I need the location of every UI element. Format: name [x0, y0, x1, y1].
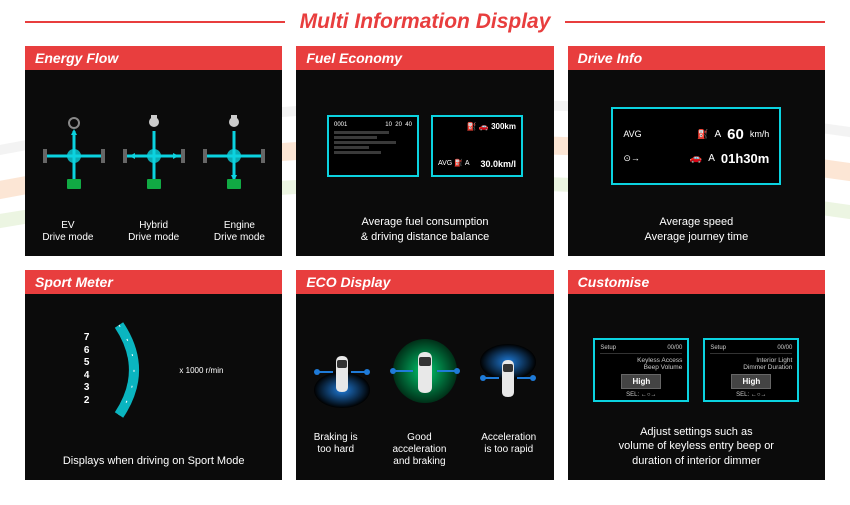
panel-drive-info: Drive Info AVG ⛽ A 60km/h ⊙→ 🚗 A 01h30m	[568, 46, 825, 256]
panel-energy-flow: Energy Flow	[25, 46, 282, 256]
cust1-sel: SEL: ←○→	[600, 392, 682, 398]
page-title: Multi Information Display	[300, 10, 551, 34]
cust1-setup: Setup	[600, 345, 616, 351]
sport-tick-4: 4	[84, 370, 90, 383]
header: Multi Information Display	[0, 0, 850, 40]
sport-tick-2: 2	[84, 395, 90, 408]
drive-speed-value: 60	[727, 126, 744, 143]
ef-label-hy-2: Drive mode	[128, 232, 179, 243]
panel-title: Sport Meter	[25, 270, 282, 294]
cust2-lbl1: Interior Light	[756, 357, 792, 364]
panel-customise: Customise Setup 00/00 Keyless AccessBeep …	[568, 270, 825, 480]
drive-a-2: A	[708, 153, 715, 164]
sport-tick-5: 5	[84, 357, 90, 370]
drive-caption-2: Average journey time	[644, 231, 748, 243]
cust1-lbl1: Keyless Access	[637, 357, 682, 364]
sport-unit: x 1000 r/min	[179, 366, 223, 375]
sport-arc-icon	[99, 320, 169, 420]
hybrid-drive-icon	[119, 111, 189, 191]
panel-title: ECO Display	[296, 270, 553, 294]
ev-drive-icon	[39, 111, 109, 191]
panels-grid: Energy Flow	[0, 40, 850, 500]
eco-accel-icon	[477, 332, 539, 412]
fuel-avg-value: 30.0km/l	[480, 159, 516, 169]
cust-cap-3: duration of interior dimmer	[632, 455, 760, 467]
panel-title: Drive Info	[568, 46, 825, 70]
engine-drive-icon	[199, 111, 269, 191]
sport-meter-graphic: 7 6 5 4 3 2 x 1000 r/min	[84, 320, 224, 420]
fuel-range: 300km	[491, 122, 516, 131]
fuel-avg-label: AVG	[438, 160, 452, 167]
cust2-lbl2: Dimmer Duration	[743, 364, 792, 371]
sport-tick-7: 7	[84, 332, 90, 345]
cust1-lbl2: Beep Volume	[644, 364, 683, 371]
energy-flow-row	[25, 111, 282, 191]
customise-box-beep: Setup 00/00 Keyless AccessBeep Volume Hig…	[593, 338, 689, 402]
panel-sport-meter: Sport Meter 7 6 5 4 3 2 x 1	[25, 270, 282, 480]
ef-label-ev-2: Drive mode	[42, 232, 93, 243]
customise-box-dimmer: Setup 00/00 Interior LightDimmer Duration…	[703, 338, 799, 402]
cust2-setup: Setup	[710, 345, 726, 351]
eco-good-icon	[389, 327, 461, 417]
header-line-left	[25, 21, 285, 23]
cust1-value: High	[621, 374, 661, 389]
energy-flow-item-ev	[39, 111, 109, 191]
panel-title: Energy Flow	[25, 46, 282, 70]
drive-info-box: AVG ⛽ A 60km/h ⊙→ 🚗 A 01h30m	[611, 107, 781, 185]
energy-flow-item-hybrid	[119, 111, 189, 191]
cust2-page: 00/00	[777, 345, 792, 351]
cust1-page: 00/00	[667, 345, 682, 351]
cust2-sel: SEL: ←○→	[710, 392, 792, 398]
sport-caption: Displays when driving on Sport Mode	[63, 454, 245, 468]
cust2-value: High	[731, 374, 771, 389]
drive-speed-unit: km/h	[750, 129, 770, 139]
fuel-box-consumption: 000110 20 40	[327, 115, 419, 177]
fuel-caption-2: & driving distance balance	[361, 231, 489, 243]
header-line-right	[565, 21, 825, 23]
eco-braking-icon	[311, 332, 373, 412]
sport-tick-6: 6	[84, 345, 90, 358]
fuel-box-balance: ⛽ 🚗 300km AVG ⛽ A 30.0km/l	[431, 115, 523, 177]
panel-eco-display: ECO Display	[296, 270, 553, 480]
fuel-a-label: A	[465, 160, 470, 167]
panel-title: Fuel Economy	[296, 46, 553, 70]
energy-flow-item-engine	[199, 111, 269, 191]
drive-time-value: 01h30m	[721, 151, 769, 166]
eco-l-1-3: and braking	[393, 456, 445, 467]
drive-avg-label: AVG	[623, 129, 641, 139]
sport-tick-3: 3	[84, 382, 90, 395]
panel-fuel-economy: Fuel Economy 000110 20 40	[296, 46, 553, 256]
drive-a-1: A	[714, 129, 721, 140]
ef-label-en-2: Drive mode	[214, 232, 265, 243]
panel-title: Customise	[568, 270, 825, 294]
